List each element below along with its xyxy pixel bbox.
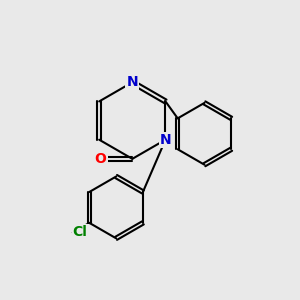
Text: N: N: [127, 75, 138, 89]
Text: O: O: [94, 152, 106, 166]
Text: N: N: [160, 133, 171, 147]
Text: Cl: Cl: [73, 225, 88, 239]
